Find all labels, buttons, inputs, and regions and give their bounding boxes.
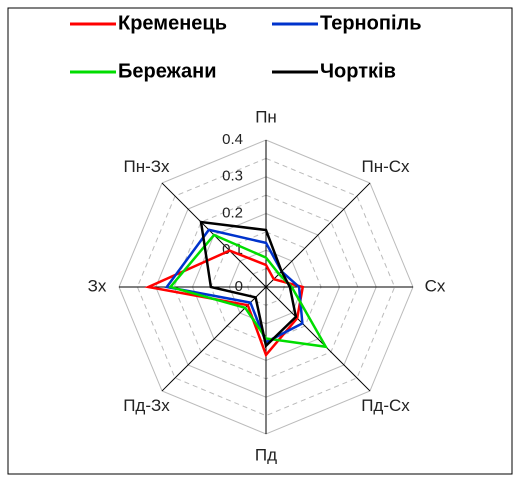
axis-spoke <box>265 286 371 392</box>
category-label: Пн-Сх <box>361 157 410 176</box>
axis-spoke <box>265 182 371 288</box>
legend-label: Чортків <box>320 60 396 82</box>
series-line <box>199 220 298 349</box>
legend-label: Кременець <box>118 12 227 34</box>
category-label: Пд-Сх <box>361 396 410 415</box>
legend-label: Бережани <box>118 60 217 82</box>
minor-grid-ring <box>210 231 322 343</box>
category-label: Зх <box>88 276 107 295</box>
category-label: Пн-Зх <box>123 157 170 176</box>
r-tick-label: 0.3 <box>222 168 243 185</box>
r-tick-label: 0.4 <box>222 131 243 148</box>
r-tick-label: 0 <box>235 278 243 295</box>
legend-label: Тернопіль <box>320 12 422 34</box>
category-label: Пн <box>255 107 277 126</box>
r-tick-label: 0.2 <box>222 204 243 221</box>
series-line <box>144 249 305 358</box>
category-label: Пд <box>255 445 277 464</box>
category-label: Сх <box>425 276 446 295</box>
category-label: Пд-Зх <box>123 396 170 415</box>
series-line <box>168 233 329 349</box>
